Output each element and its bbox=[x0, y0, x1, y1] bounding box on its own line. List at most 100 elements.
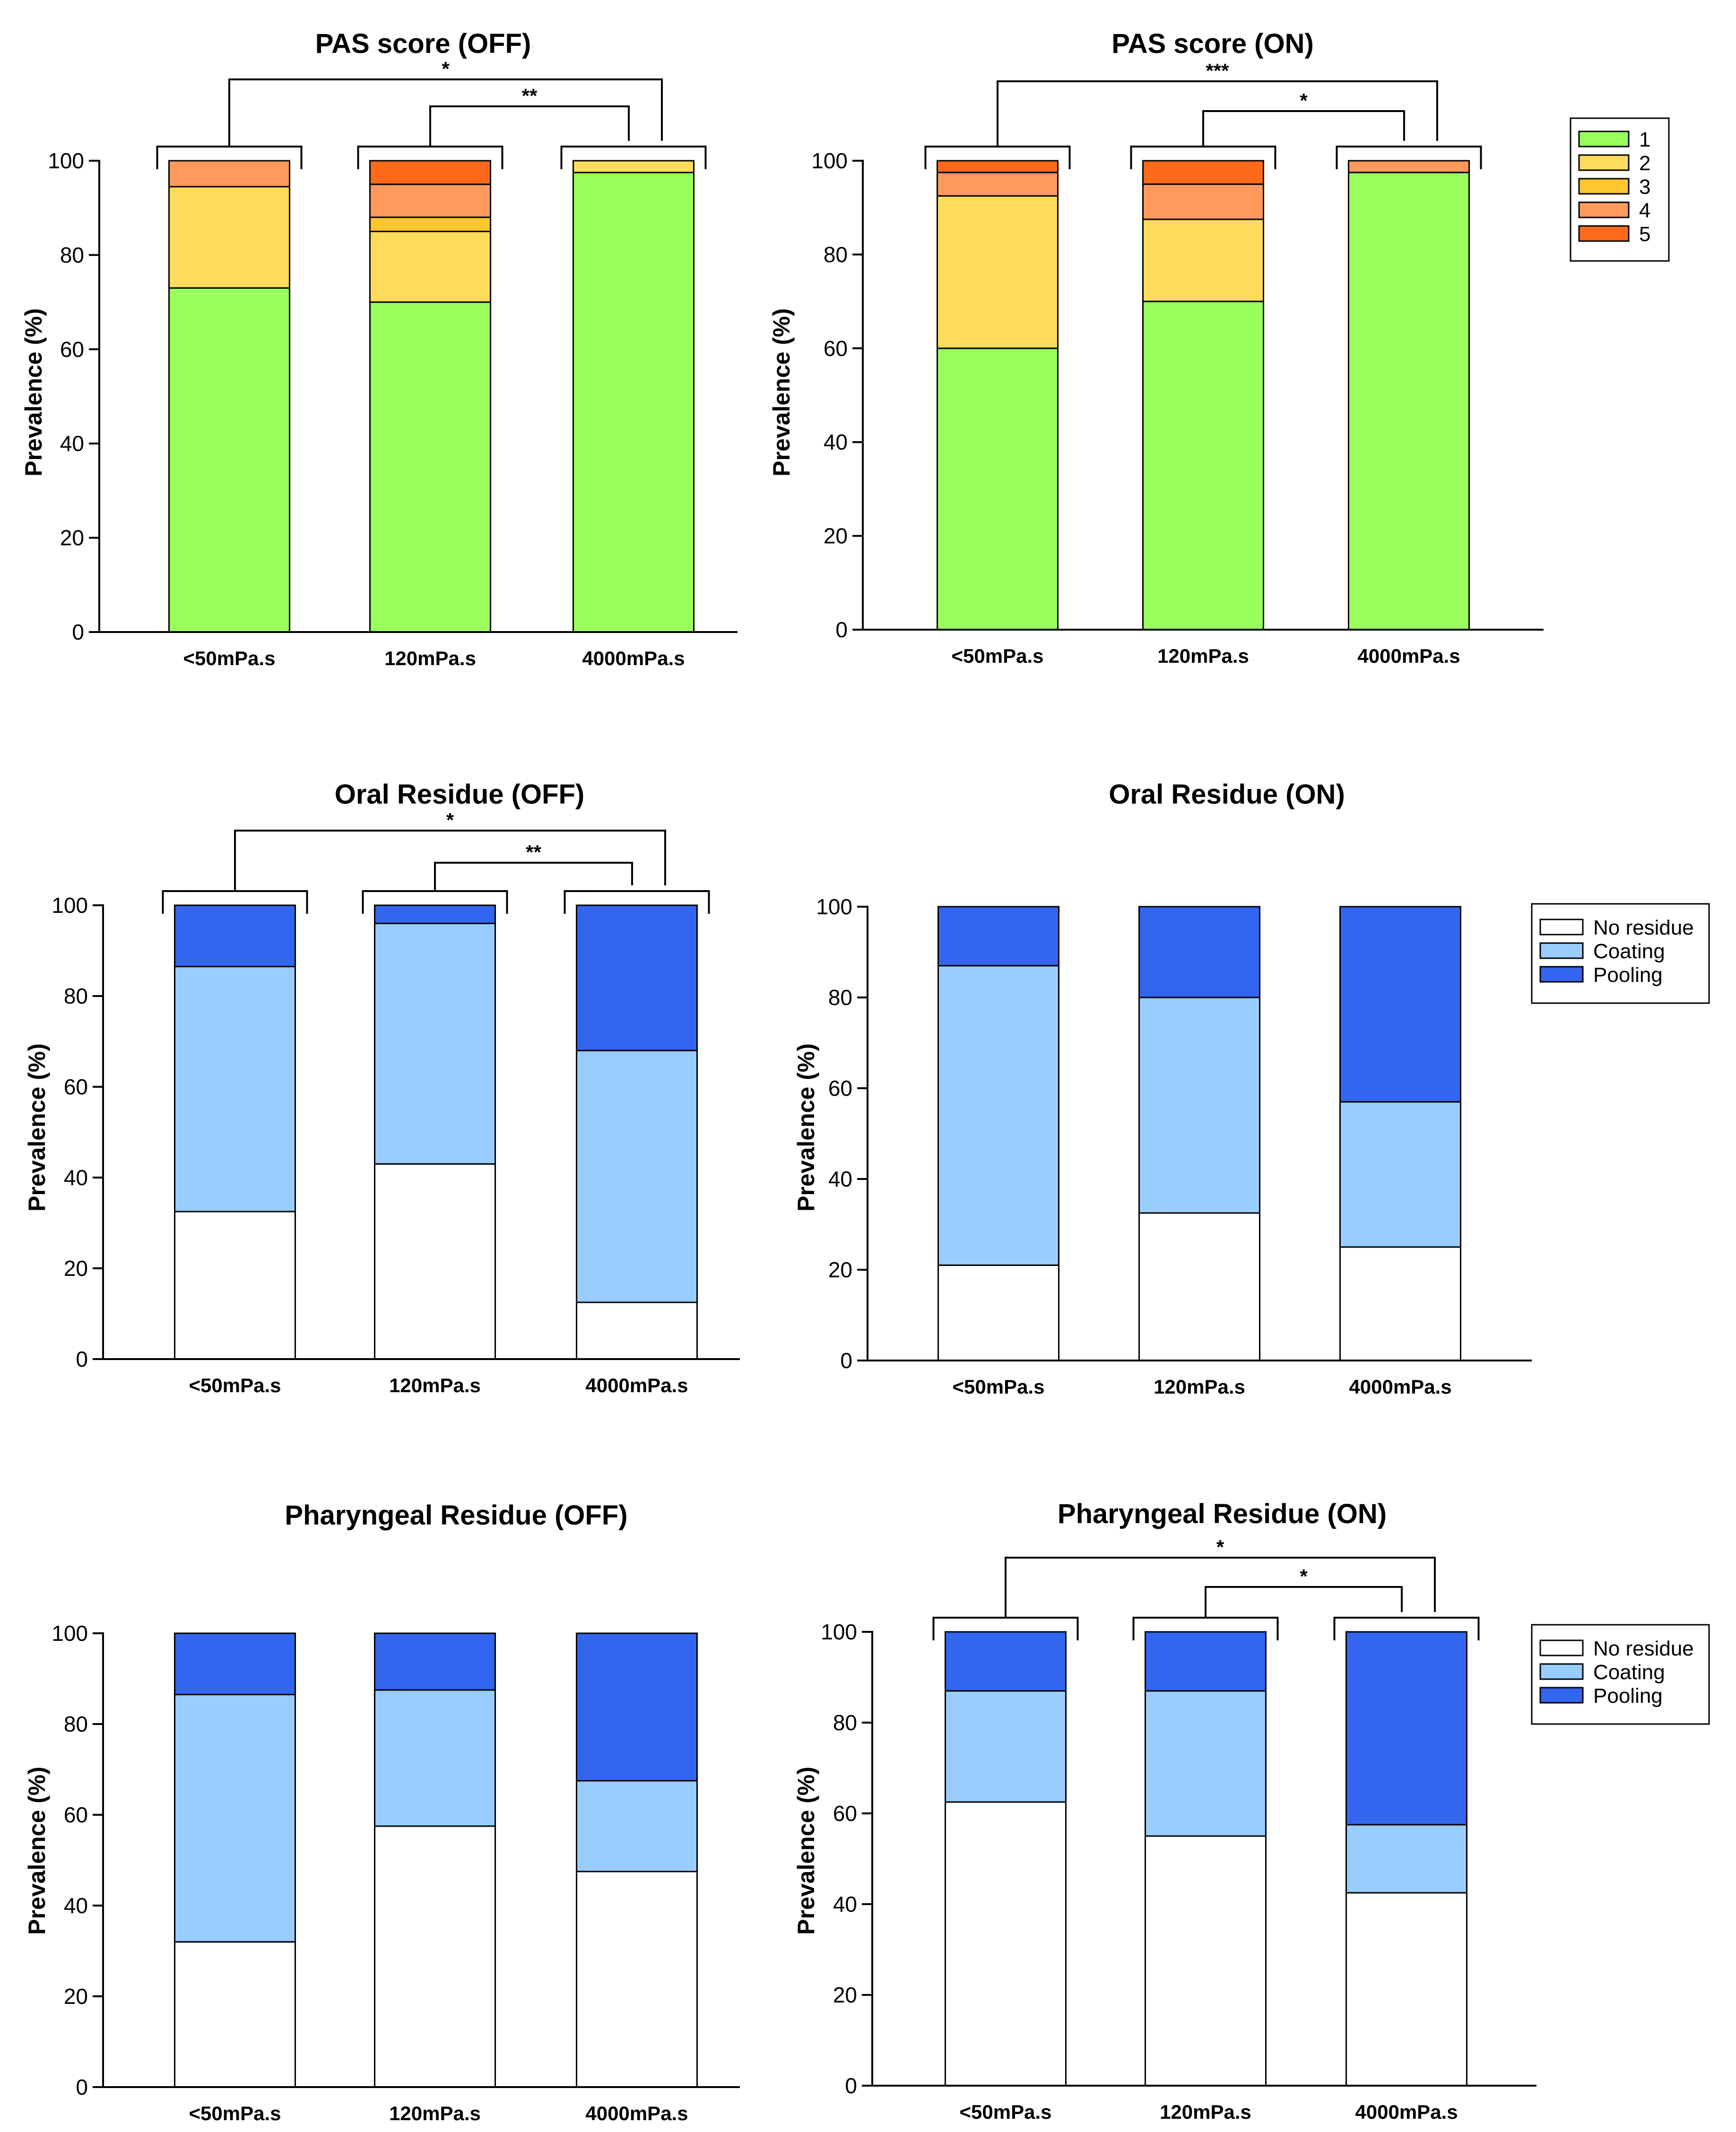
bar-segment bbox=[374, 1689, 496, 1827]
x-tick-label: <50mPa.s bbox=[953, 1376, 1045, 1398]
bar-segment bbox=[374, 922, 496, 1165]
y-tick-label: 0 bbox=[835, 617, 848, 642]
bar-segment bbox=[576, 1780, 698, 1872]
bar-segment bbox=[1345, 1824, 1467, 1894]
y-axis-label: Prevalence (%) bbox=[793, 1043, 819, 1212]
x-tick-label: 120mPa.s bbox=[1160, 2101, 1251, 2123]
y-tick-label: 0 bbox=[72, 620, 84, 644]
y-axis-label: Prevalence (%) bbox=[20, 308, 47, 477]
legend-label: 4 bbox=[1639, 199, 1650, 222]
y-tick-label: 80 bbox=[60, 243, 84, 267]
plot-area: <50mPa.s 120mPa.s 4000mPa.s 0 20 40 60 80 100 * * bbox=[821, 1536, 1536, 2123]
bar-segment bbox=[1142, 183, 1264, 220]
bar-segment bbox=[174, 1211, 296, 1360]
y-tick-label: 40 bbox=[833, 1892, 857, 1916]
bar-segment bbox=[174, 966, 296, 1213]
bar-segment bbox=[573, 172, 694, 633]
legend-label: 2 bbox=[1639, 152, 1650, 175]
significance-bracket bbox=[228, 78, 663, 147]
significance-bracket bbox=[1205, 1586, 1403, 1618]
y-tick-label: 80 bbox=[828, 985, 852, 1010]
bar-segment bbox=[937, 195, 1059, 349]
bar-segment bbox=[937, 172, 1059, 197]
bar-segment bbox=[573, 160, 694, 173]
x-tick-label: 120mPa.s bbox=[1154, 1376, 1245, 1398]
chart-title: Pharyngeal Residue (OFF) bbox=[285, 1500, 627, 1531]
y-tick-label: 80 bbox=[64, 984, 88, 1008]
y-tick-label: 80 bbox=[824, 242, 848, 267]
bar-segment bbox=[1345, 1892, 1467, 2087]
bar-segment bbox=[576, 1301, 698, 1360]
bar-segment bbox=[1345, 1631, 1467, 1826]
significance-bracket bbox=[997, 80, 1438, 147]
y-tick-label: 100 bbox=[48, 148, 84, 173]
y-tick-label: 60 bbox=[64, 1803, 88, 1827]
y-axis-label: Prevalence (%) bbox=[24, 1767, 50, 1935]
y-tick-label: 100 bbox=[52, 1621, 88, 1646]
bar-segment bbox=[1142, 160, 1264, 185]
bar-segment bbox=[945, 1690, 1067, 1803]
bar-segment bbox=[576, 904, 698, 1051]
significance-label: ** bbox=[522, 85, 538, 107]
chart-title: PAS score (OFF) bbox=[315, 28, 531, 59]
y-tick-label: 20 bbox=[60, 526, 84, 550]
y-axis-label: Prevalence (%) bbox=[768, 308, 795, 477]
y-tick-label: 0 bbox=[76, 2075, 88, 2099]
bar-segment bbox=[1142, 301, 1264, 631]
bar-segment bbox=[937, 347, 1059, 631]
x-tick-label: 4000mPa.s bbox=[1349, 1376, 1451, 1398]
y-tick-label: 20 bbox=[64, 1256, 88, 1281]
panel-pas-off: PAS score (OFF) Prevalence (%) <50mPa.s 1… bbox=[20, 28, 738, 669]
legend-frame bbox=[1531, 1624, 1710, 1725]
bar-segment bbox=[369, 160, 491, 185]
y-tick-label: 40 bbox=[64, 1165, 88, 1190]
significance-label: * bbox=[1216, 1536, 1224, 1558]
y-tick-label: 100 bbox=[821, 1620, 857, 1644]
significance-label: ** bbox=[526, 841, 541, 863]
group-bracket bbox=[1336, 146, 1482, 169]
chart-title: Oral Residue (ON) bbox=[1109, 779, 1345, 810]
panel-oral-residue-on: Oral Residue (ON) Prevalence (%) <50mPa.… bbox=[793, 779, 1710, 1398]
bar-segment bbox=[1145, 1835, 1267, 2087]
y-tick-label: 40 bbox=[824, 430, 848, 454]
y-tick-label: 60 bbox=[60, 337, 84, 362]
y-tick-label: 20 bbox=[824, 524, 848, 548]
group-bracket bbox=[564, 890, 710, 914]
y-tick-label: 60 bbox=[833, 1801, 857, 1826]
significance-label: * bbox=[442, 58, 450, 80]
bar-segment bbox=[945, 1801, 1067, 2087]
y-tick-label: 0 bbox=[845, 2073, 857, 2098]
x-tick-label: 4000mPa.s bbox=[1357, 645, 1460, 667]
bar-segment bbox=[1138, 997, 1260, 1214]
bar-segment bbox=[1145, 1690, 1267, 1837]
x-tick-label: <50mPa.s bbox=[189, 1374, 281, 1396]
x-tick-label: 120mPa.s bbox=[384, 647, 476, 669]
legend-swatch bbox=[1578, 225, 1630, 242]
significance-bracket bbox=[234, 830, 666, 891]
legend-label: Pooling bbox=[1593, 963, 1663, 987]
x-tick-label: <50mPa.s bbox=[189, 2102, 281, 2124]
significance-bracket bbox=[429, 105, 630, 147]
y-tick-label: 60 bbox=[824, 336, 848, 361]
significance-bracket bbox=[434, 862, 633, 891]
x-tick-label: <50mPa.s bbox=[952, 645, 1044, 667]
legend-frame bbox=[1570, 117, 1670, 262]
legend-label: 1 bbox=[1639, 128, 1650, 151]
bar-segment bbox=[369, 217, 491, 233]
bar-segment bbox=[576, 1632, 698, 1782]
legend-label: Coating bbox=[1593, 1661, 1665, 1684]
significance-label: * bbox=[1300, 89, 1308, 112]
x-tick-label: 4000mPa.s bbox=[582, 647, 685, 669]
significance-bracket bbox=[1005, 1557, 1436, 1618]
plot-area: <50mPa.s 120mPa.s 4000mPa.s020406080100***… bbox=[811, 60, 1544, 667]
bar-segment bbox=[174, 1941, 296, 2088]
x-tick-label: 120mPa.s bbox=[389, 2102, 481, 2124]
legend-label: Pooling bbox=[1593, 1684, 1663, 1707]
y-tick-label: 40 bbox=[60, 431, 84, 456]
bar-segment bbox=[369, 231, 491, 303]
legend-swatch bbox=[1578, 130, 1630, 147]
